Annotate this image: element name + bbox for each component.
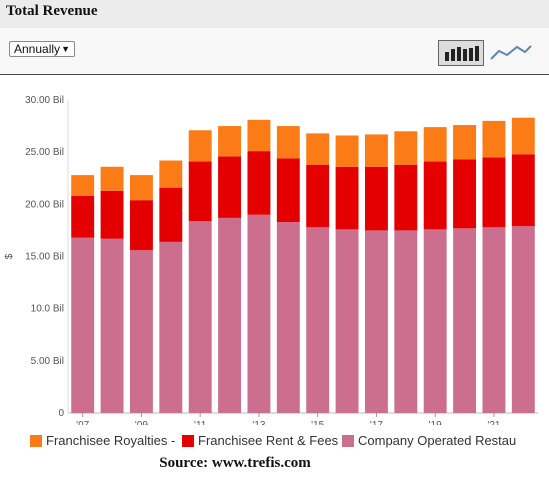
bar-segment[interactable]: [129, 200, 153, 251]
legend-swatch: [342, 435, 354, 447]
bar-segment[interactable]: [218, 156, 242, 218]
bar-segment[interactable]: [71, 195, 95, 238]
bar-segment[interactable]: [335, 229, 359, 413]
legend-label: Franchisee Rent & Fees: [198, 433, 339, 448]
bar-chart-icon: [445, 52, 449, 61]
bar-segment[interactable]: [159, 241, 183, 413]
source-note: Source: www.trefis.com: [159, 455, 311, 471]
revenue-chart: 0 5.00 Bil 10.0 Bil 15.00 Bil 20.00 Bil 25.00…: [4, 95, 538, 425]
bar-segment[interactable]: [335, 135, 359, 167]
bar-segment[interactable]: [511, 154, 535, 227]
y-tick-label: 25.00 Bil: [25, 147, 64, 158]
x-tick-label: '21: [487, 420, 500, 425]
bar-segment[interactable]: [71, 175, 95, 196]
bar-chart-icon-bar: [463, 49, 467, 61]
bar-segment[interactable]: [453, 125, 477, 160]
bar-chart-icon-bar: [475, 46, 479, 61]
bar-segment[interactable]: [188, 130, 212, 162]
x-tick-label: '13: [252, 420, 265, 425]
bar-segment[interactable]: [394, 164, 418, 231]
bar-segment[interactable]: [482, 157, 506, 228]
line-chart-toggle[interactable]: [489, 40, 533, 66]
bar-segment[interactable]: [394, 131, 418, 165]
period-select[interactable]: Annually ▼: [9, 41, 75, 57]
bar-segment[interactable]: [306, 164, 330, 228]
chevron-down-icon: ▼: [61, 44, 70, 54]
bar-segment[interactable]: [482, 120, 506, 158]
line-chart-icon: [490, 45, 532, 60]
bar-segment[interactable]: [453, 159, 477, 229]
x-tick-label: '15: [311, 420, 324, 425]
y-tick-label: 15.00 Bil: [25, 252, 64, 263]
toolbar-divider: [0, 74, 549, 75]
bar-segment[interactable]: [511, 117, 535, 155]
y-tick-label: 10.0 Bil: [31, 304, 64, 315]
bar-segment[interactable]: [100, 190, 124, 239]
bar-segment[interactable]: [482, 227, 506, 413]
bar-segment[interactable]: [276, 126, 300, 159]
bar-segment[interactable]: [511, 226, 535, 413]
bar-segment[interactable]: [423, 161, 447, 230]
bar-segment[interactable]: [306, 133, 330, 165]
bar-segment[interactable]: [218, 126, 242, 157]
y-tick-label: 30.00 Bil: [25, 95, 64, 106]
bar-segment[interactable]: [453, 228, 477, 413]
bar-segment[interactable]: [188, 221, 212, 413]
legend-swatch: [182, 435, 194, 447]
bar-chart-toggle[interactable]: [438, 40, 484, 66]
period-select-value: Annually: [14, 42, 61, 56]
bar-segment[interactable]: [247, 214, 271, 413]
bar-segment[interactable]: [423, 127, 447, 162]
legend-swatch: [30, 435, 42, 447]
bar-segment[interactable]: [423, 229, 447, 413]
bar-segment[interactable]: [394, 230, 418, 413]
bar-segment[interactable]: [364, 134, 388, 167]
bar-segment[interactable]: [364, 230, 388, 413]
bar-segment[interactable]: [276, 222, 300, 413]
x-tick-label: '19: [429, 420, 442, 425]
bar-segment[interactable]: [276, 158, 300, 223]
bar-segment[interactable]: [159, 187, 183, 242]
x-tick-label: '17: [370, 420, 383, 425]
bar-chart-icon-bar: [451, 49, 455, 61]
bar-segment[interactable]: [247, 119, 271, 152]
bar-segment[interactable]: [335, 166, 359, 230]
legend-label: Franchisee Royalties -: [46, 433, 176, 448]
bar-segment[interactable]: [71, 237, 95, 413]
bar-chart-icon-bar: [469, 48, 473, 61]
bar-segment[interactable]: [100, 238, 124, 413]
bar-segment[interactable]: [129, 250, 153, 413]
y-axis-label: $: [4, 253, 15, 259]
bar-segment[interactable]: [306, 227, 330, 413]
x-tick-label: '09: [135, 420, 148, 425]
x-tick-label: '11: [194, 420, 207, 425]
bar-chart-icon-bar: [457, 47, 461, 61]
bar-segment[interactable]: [218, 217, 242, 413]
page-title: Total Revenue: [6, 3, 98, 19]
x-tick-label: '07: [76, 420, 89, 425]
header-bar: Total Revenue: [0, 0, 549, 28]
legend-label: Company Operated Restau: [358, 433, 517, 448]
bar-segment[interactable]: [159, 160, 183, 188]
bar-segment[interactable]: [247, 151, 271, 215]
y-tick-label: 20.00 Bil: [25, 199, 64, 210]
y-tick-label: 5.00 Bil: [31, 356, 64, 367]
bar-segment[interactable]: [188, 161, 212, 222]
bar-segment[interactable]: [364, 166, 388, 231]
bar-segment[interactable]: [100, 166, 124, 191]
bar-segment[interactable]: [129, 175, 153, 201]
y-tick-label: 0: [58, 408, 64, 419]
